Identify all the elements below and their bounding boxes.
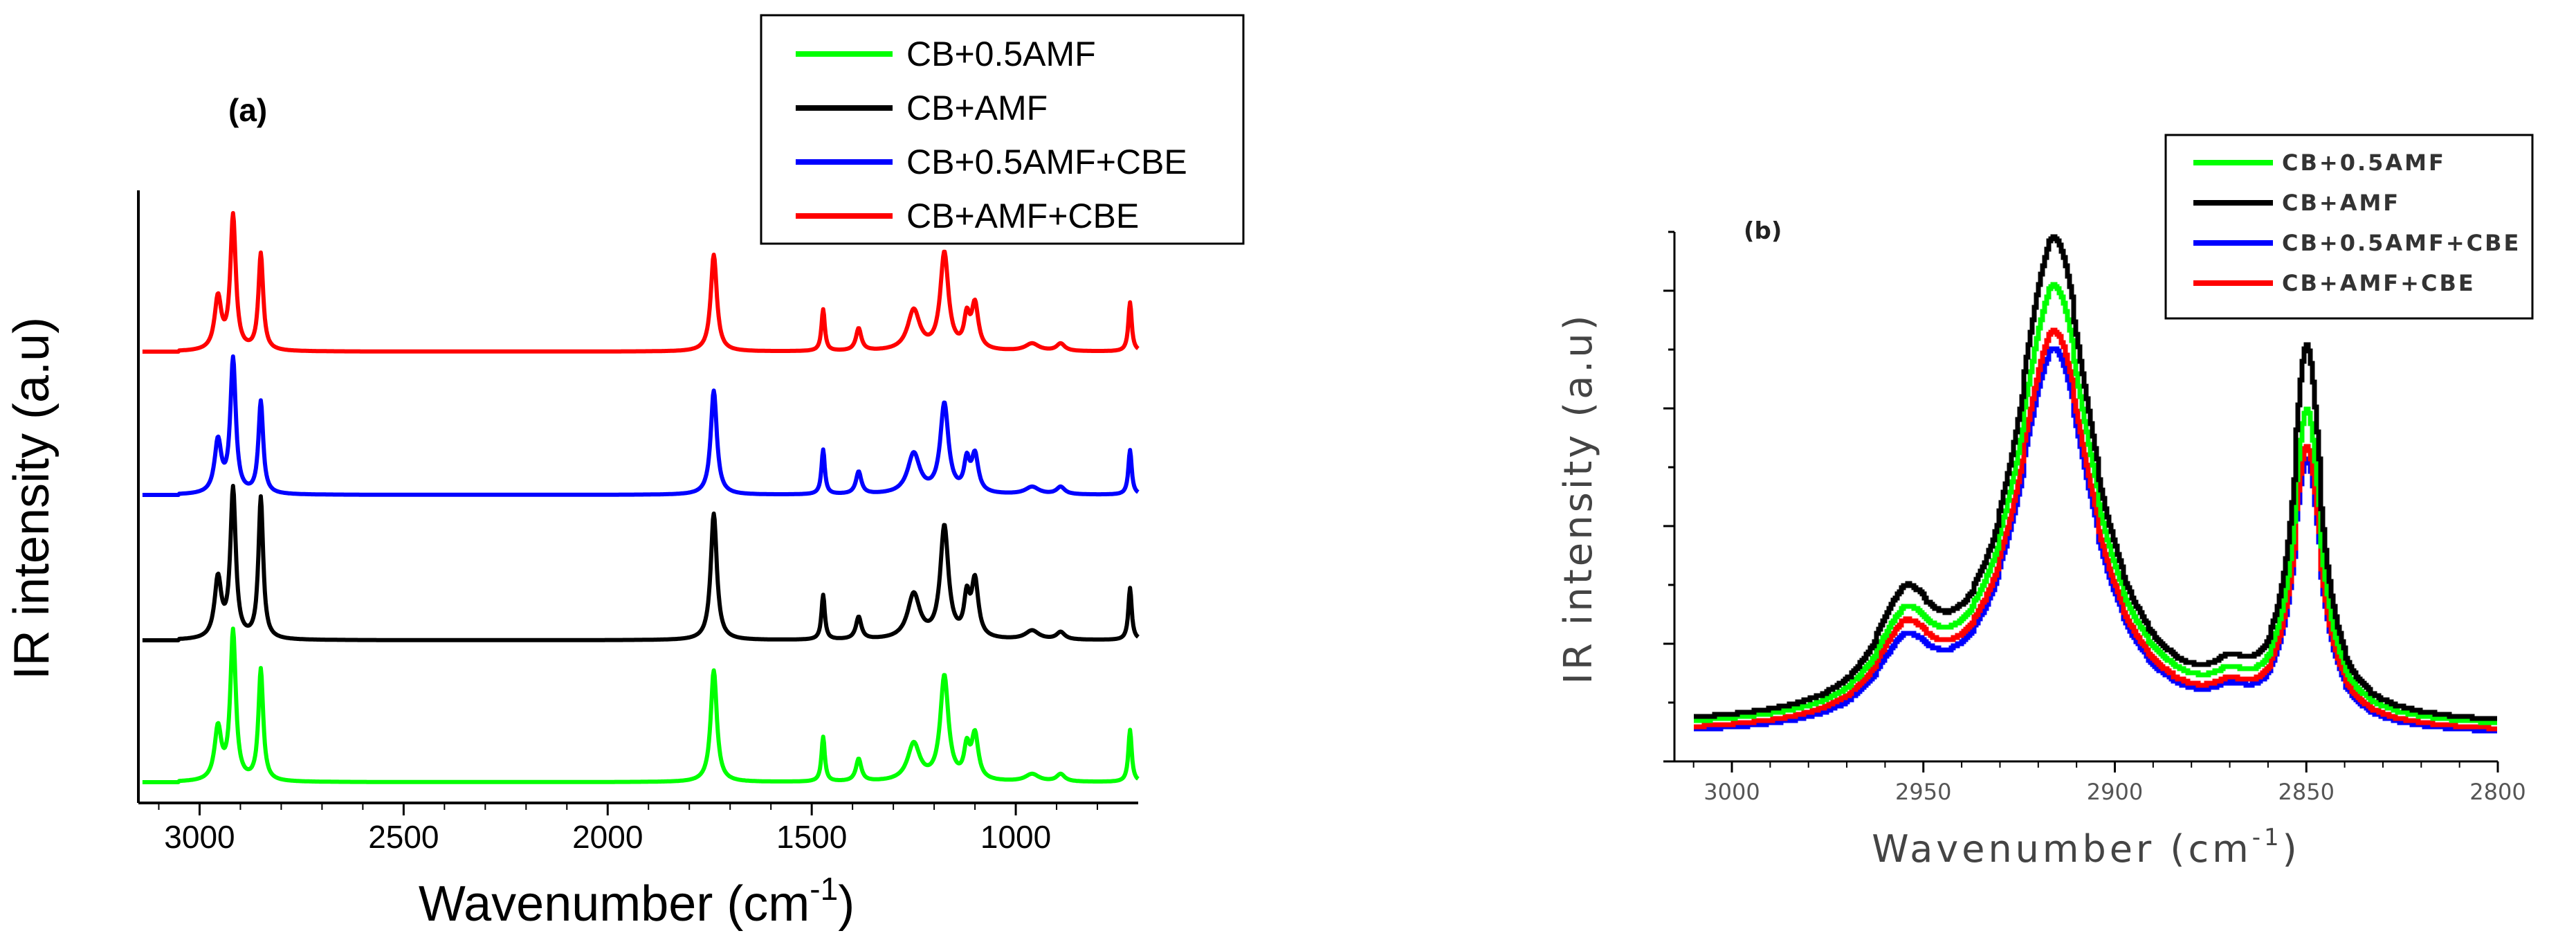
chart-a-x-axis-label-sup: -1 [810, 871, 838, 907]
chart-b-series-line [1694, 282, 2497, 725]
chart-a-legend-label: CB+0.5AMF+CBE [906, 143, 1187, 181]
chart-a-legend-entries: CB+0.5AMF CB+AMF CB+0.5AMF+CBE CB+AMF+CBE [796, 35, 1187, 235]
chart-b-legend-label: CB+0.5AMF [2282, 150, 2446, 176]
chart-b-legend-label: CB+AMF [2282, 190, 2400, 216]
chart-b-series-line [1694, 327, 2497, 732]
chart-a-legend-label: CB+0.5AMF [906, 35, 1096, 73]
chart-a-panel-label: (a) [228, 92, 267, 128]
chart-b-x-tick-label: 2950 [1895, 779, 1951, 805]
chart-b-legend: CB+0.5AMF CB+AMF CB+0.5AMF+CBE CB+AMF+CBE [2164, 134, 2534, 320]
chart-b-x-tick-label: 2800 [2469, 779, 2525, 805]
chart-b-x-tick-label: 2900 [2087, 779, 2143, 805]
chart-a-x-ticks: 3000 2500 2000 1500 1000 [158, 803, 1099, 855]
chart-b-x-axis-label-sup: -1 [2252, 824, 2283, 851]
chart-a-x-tick-label: 1000 [980, 819, 1051, 855]
chart-a-x-tick-label: 1500 [776, 819, 847, 855]
chart-a-series [141, 210, 1140, 784]
chart-a-x-tick-label: 3000 [164, 819, 235, 855]
chart-a-x-axis-label-close: ) [838, 876, 855, 932]
chart-a-series-line [141, 210, 1140, 354]
chart-a-legend-label: CB+AMF+CBE [906, 197, 1139, 235]
chart-a-x-tick-label: 2500 [368, 819, 439, 855]
chart-b-legend-label: CB+AMF+CBE [2282, 270, 2476, 296]
chart-b-x-tick-label: 3000 [1703, 779, 1760, 805]
chart-b-x-axis-label: Wavenumber (cm-1) [1872, 824, 2300, 871]
chart-a-x-axis-label: Wavenumber (cm-1) [419, 871, 855, 932]
chart-b-x-axis-label-close: ) [2283, 827, 2301, 871]
chart-b-series [1694, 234, 2497, 734]
chart-b-legend-entries: CB+0.5AMF CB+AMF CB+0.5AMF+CBE CB+AMF+CBE [2193, 150, 2521, 296]
chart-a-legend-label: CB+AMF [906, 89, 1048, 127]
chart-b-y-ticks [1663, 231, 1674, 763]
chart-a-series-line [141, 626, 1140, 784]
chart-a-x-tick-label: 2000 [572, 819, 643, 855]
chart-b-series-line [1694, 346, 2497, 734]
chart-a-x-axis-label-main: Wavenumber (cm [419, 876, 810, 932]
chart-b-x-tick-label: 2850 [2278, 779, 2335, 805]
chart-a: 3000 2500 2000 1500 1000 (a) IR intensity (a… [4, 14, 1245, 932]
chart-b-panel-label: (b) [1744, 217, 1782, 245]
chart-a-y-axis-label: IR intensity (a.u) [4, 317, 60, 680]
chart-b-series-line [1694, 234, 2497, 721]
chart-a-series-line [141, 354, 1140, 497]
chart-a-series-line [141, 484, 1140, 642]
chart-a-legend: CB+0.5AMF CB+AMF CB+0.5AMF+CBE CB+AMF+CBE [760, 14, 1245, 245]
chart-b-y-axis-label: IR intensity (a.u) [1556, 312, 1601, 684]
chart-b-legend-label: CB+0.5AMF+CBE [2282, 230, 2521, 256]
chart-b-x-ticks: 3000 2950 2900 2850 2800 [1692, 761, 2526, 805]
chart-b-x-axis-label-main: Wavenumber (cm [1872, 827, 2252, 871]
chart-b-legend-box [2164, 134, 2534, 320]
chart-b: 3000 2950 2900 2850 2800 (b) IR intensity (a… [1556, 134, 2534, 871]
